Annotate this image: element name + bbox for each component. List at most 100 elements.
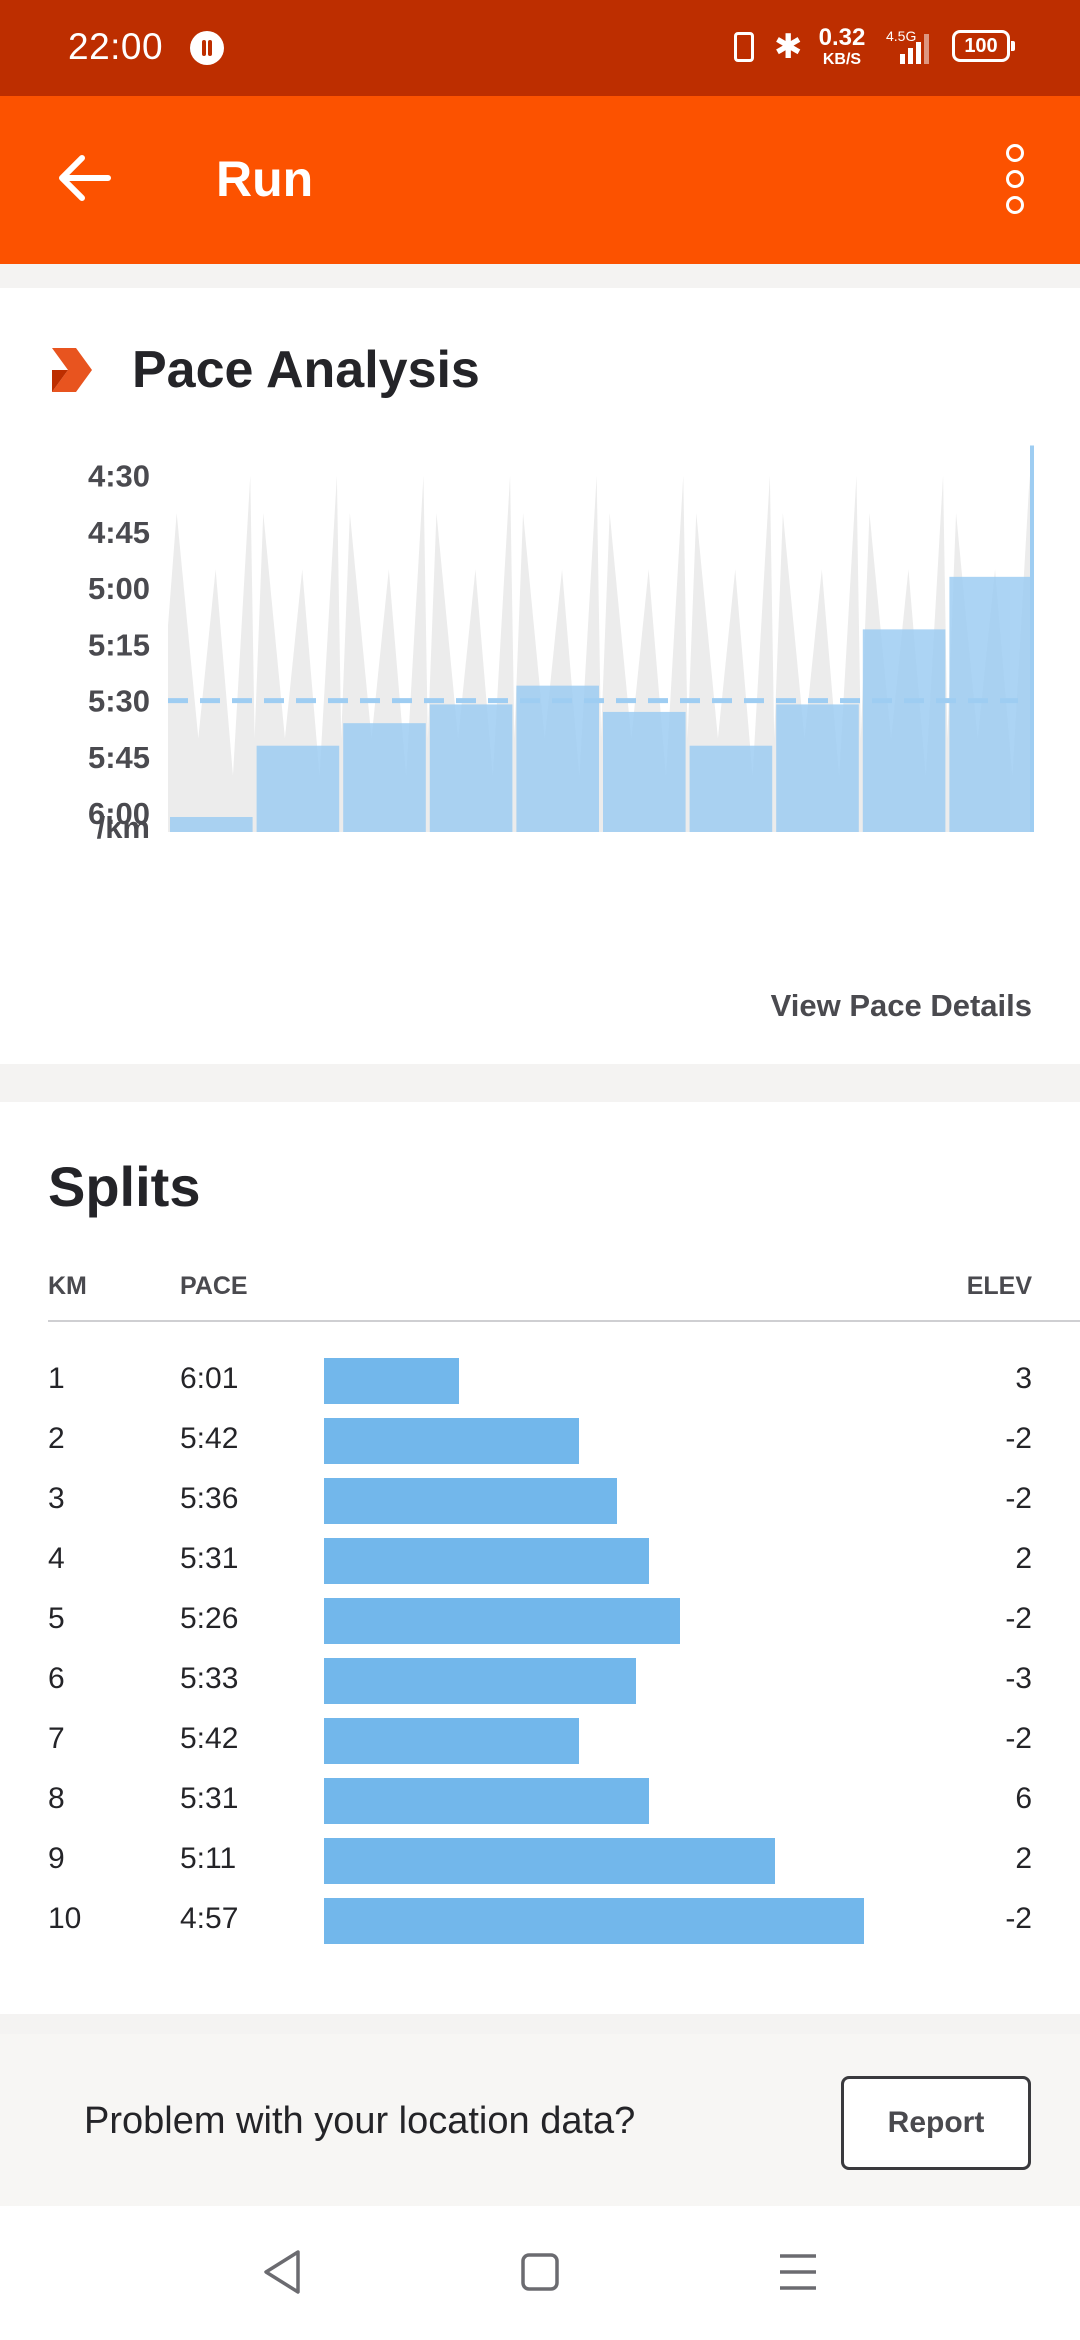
pace-bar-km-4 xyxy=(429,704,513,832)
network-speed-unit: KB/S xyxy=(822,51,862,68)
split-km: 1 xyxy=(48,1362,65,1395)
pace-bar-km-5 xyxy=(516,685,599,832)
split-pace-bar xyxy=(324,1778,649,1824)
split-km: 9 xyxy=(48,1842,65,1875)
split-pace-bar xyxy=(324,1658,636,1704)
split-row-4: 4 5:31 2 xyxy=(0,1530,1080,1590)
system-nav-bar xyxy=(0,2206,1080,2340)
split-km: 10 xyxy=(48,1902,82,1935)
bluetooth-icon: ✱ xyxy=(774,28,803,66)
more-dot-icon xyxy=(1006,170,1024,188)
y-tick-label: 5:15 xyxy=(88,627,150,662)
back-button[interactable] xyxy=(52,146,116,210)
split-elev: 2 xyxy=(1015,1542,1032,1575)
pace-bar-km-10 xyxy=(949,576,1032,832)
pace-bar-km-9 xyxy=(862,629,946,832)
vibrate-icon xyxy=(734,32,754,62)
y-tick-label: 5:30 xyxy=(88,684,150,719)
split-elev: 3 xyxy=(1015,1362,1032,1395)
split-row-7: 7 5:42 -2 xyxy=(0,1710,1080,1770)
split-row-6: 6 5:33 -3 xyxy=(0,1650,1080,1710)
split-km: 6 xyxy=(48,1662,65,1695)
split-pace: 5:26 xyxy=(180,1602,239,1635)
split-km: 2 xyxy=(48,1422,65,1455)
elev-column-header: ELEV xyxy=(966,1272,1032,1300)
pace-bar-km-2 xyxy=(256,745,340,832)
split-row-1: 1 6:01 3 xyxy=(0,1350,1080,1410)
splits-header: KM PACE ELEV xyxy=(48,1270,1080,1322)
split-pace: 4:57 xyxy=(180,1902,239,1935)
more-options-button[interactable] xyxy=(996,140,1036,220)
nav-home-button[interactable] xyxy=(510,2242,570,2302)
report-button[interactable]: Report xyxy=(841,2076,1031,2170)
split-elev: -2 xyxy=(1005,1422,1032,1455)
split-row-10: 10 4:57 -2 xyxy=(0,1890,1080,1950)
page-title: Run xyxy=(216,151,314,207)
nav-menu-button[interactable] xyxy=(768,2242,828,2302)
split-pace-bar xyxy=(324,1418,579,1464)
pace-bar-km-7 xyxy=(689,745,773,832)
split-pace-bar xyxy=(324,1718,579,1764)
pace-end-marker xyxy=(1030,445,1034,832)
split-km: 4 xyxy=(48,1542,65,1575)
split-km: 8 xyxy=(48,1782,65,1815)
pace-bar-km-6 xyxy=(603,711,686,832)
arrow-left-icon xyxy=(59,155,111,201)
network-type: 4.5G xyxy=(886,28,917,44)
split-km: 5 xyxy=(48,1602,65,1635)
status-bar: 22:00 ✱ 0.32 KB/S 4.5G 100 xyxy=(0,0,1080,96)
more-dot-icon xyxy=(1006,196,1024,214)
chevron-right-icon xyxy=(52,348,92,392)
split-pace: 5:11 xyxy=(180,1842,237,1875)
square-home-icon xyxy=(521,2253,559,2291)
view-pace-details-link[interactable]: View Pace Details xyxy=(770,988,1032,1023)
split-pace: 5:31 xyxy=(180,1782,239,1815)
split-elev: -2 xyxy=(1005,1722,1032,1755)
network-speed-value: 0.32 xyxy=(818,24,866,51)
network-speed: 0.32 KB/S xyxy=(814,26,870,68)
split-pace: 5:36 xyxy=(180,1482,239,1515)
battery-icon: 100 xyxy=(952,30,1015,62)
y-tick-label: 6:00 xyxy=(88,796,150,831)
split-pace: 5:42 xyxy=(180,1722,239,1755)
status-time: 22:00 xyxy=(68,26,164,67)
split-pace: 5:31 xyxy=(180,1542,239,1575)
pace-column-header: PACE xyxy=(180,1272,248,1300)
y-tick-label: 4:45 xyxy=(88,515,150,550)
split-row-5: 5 5:26 -2 xyxy=(0,1590,1080,1650)
split-pace: 5:42 xyxy=(180,1422,239,1455)
y-tick-label: 5:00 xyxy=(88,571,150,606)
split-pace: 6:01 xyxy=(180,1362,239,1395)
split-pace-bar xyxy=(324,1358,459,1404)
splits-title: Splits xyxy=(48,1155,201,1218)
pace-analysis-card: Pace Analysis 4:30 4:45 5:00 5:15 5:30 5:45 6:… xyxy=(0,288,1080,1064)
pace-chart: 4:30 4:45 5:00 5:15 5:30 5:45 6:00/km xyxy=(88,445,1034,845)
pace-analysis-title: Pace Analysis xyxy=(132,341,480,399)
more-dot-icon xyxy=(1006,144,1024,162)
split-row-3: 3 5:36 -2 xyxy=(0,1470,1080,1530)
location-problem-text: Problem with your location data? xyxy=(84,2100,636,2142)
menu-icon xyxy=(780,2254,816,2290)
split-elev: -2 xyxy=(1005,1902,1032,1935)
km-column-header: KM xyxy=(48,1272,87,1300)
pace-bar-km-1 xyxy=(170,816,253,832)
y-tick-label: 4:30 xyxy=(88,459,150,494)
split-elev: 6 xyxy=(1015,1782,1032,1815)
nav-back-button[interactable] xyxy=(254,2242,314,2302)
triangle-back-icon xyxy=(264,2250,300,2294)
pace-bar-km-8 xyxy=(776,704,859,832)
split-pace-bar xyxy=(324,1898,864,1944)
split-km: 3 xyxy=(48,1482,65,1515)
y-unit-label: /km xyxy=(97,810,150,845)
location-report-banner: Problem with your location data? Report xyxy=(0,2034,1080,2206)
split-elev: -2 xyxy=(1005,1482,1032,1515)
split-elev: 2 xyxy=(1015,1842,1032,1875)
app-bar: Run xyxy=(0,96,1080,264)
split-row-8: 8 5:31 6 xyxy=(0,1770,1080,1830)
split-pace: 5:33 xyxy=(180,1662,239,1695)
split-pace-bar xyxy=(324,1838,775,1884)
pace-bar-km-3 xyxy=(343,723,426,832)
signal-icon: 4.5G xyxy=(886,28,934,64)
splits-card: Splits KM PACE ELEV 1 6:01 3 2 5:42 -2 3 5:36 -2… xyxy=(0,1102,1080,2014)
split-row-2: 2 5:42 -2 xyxy=(0,1410,1080,1470)
